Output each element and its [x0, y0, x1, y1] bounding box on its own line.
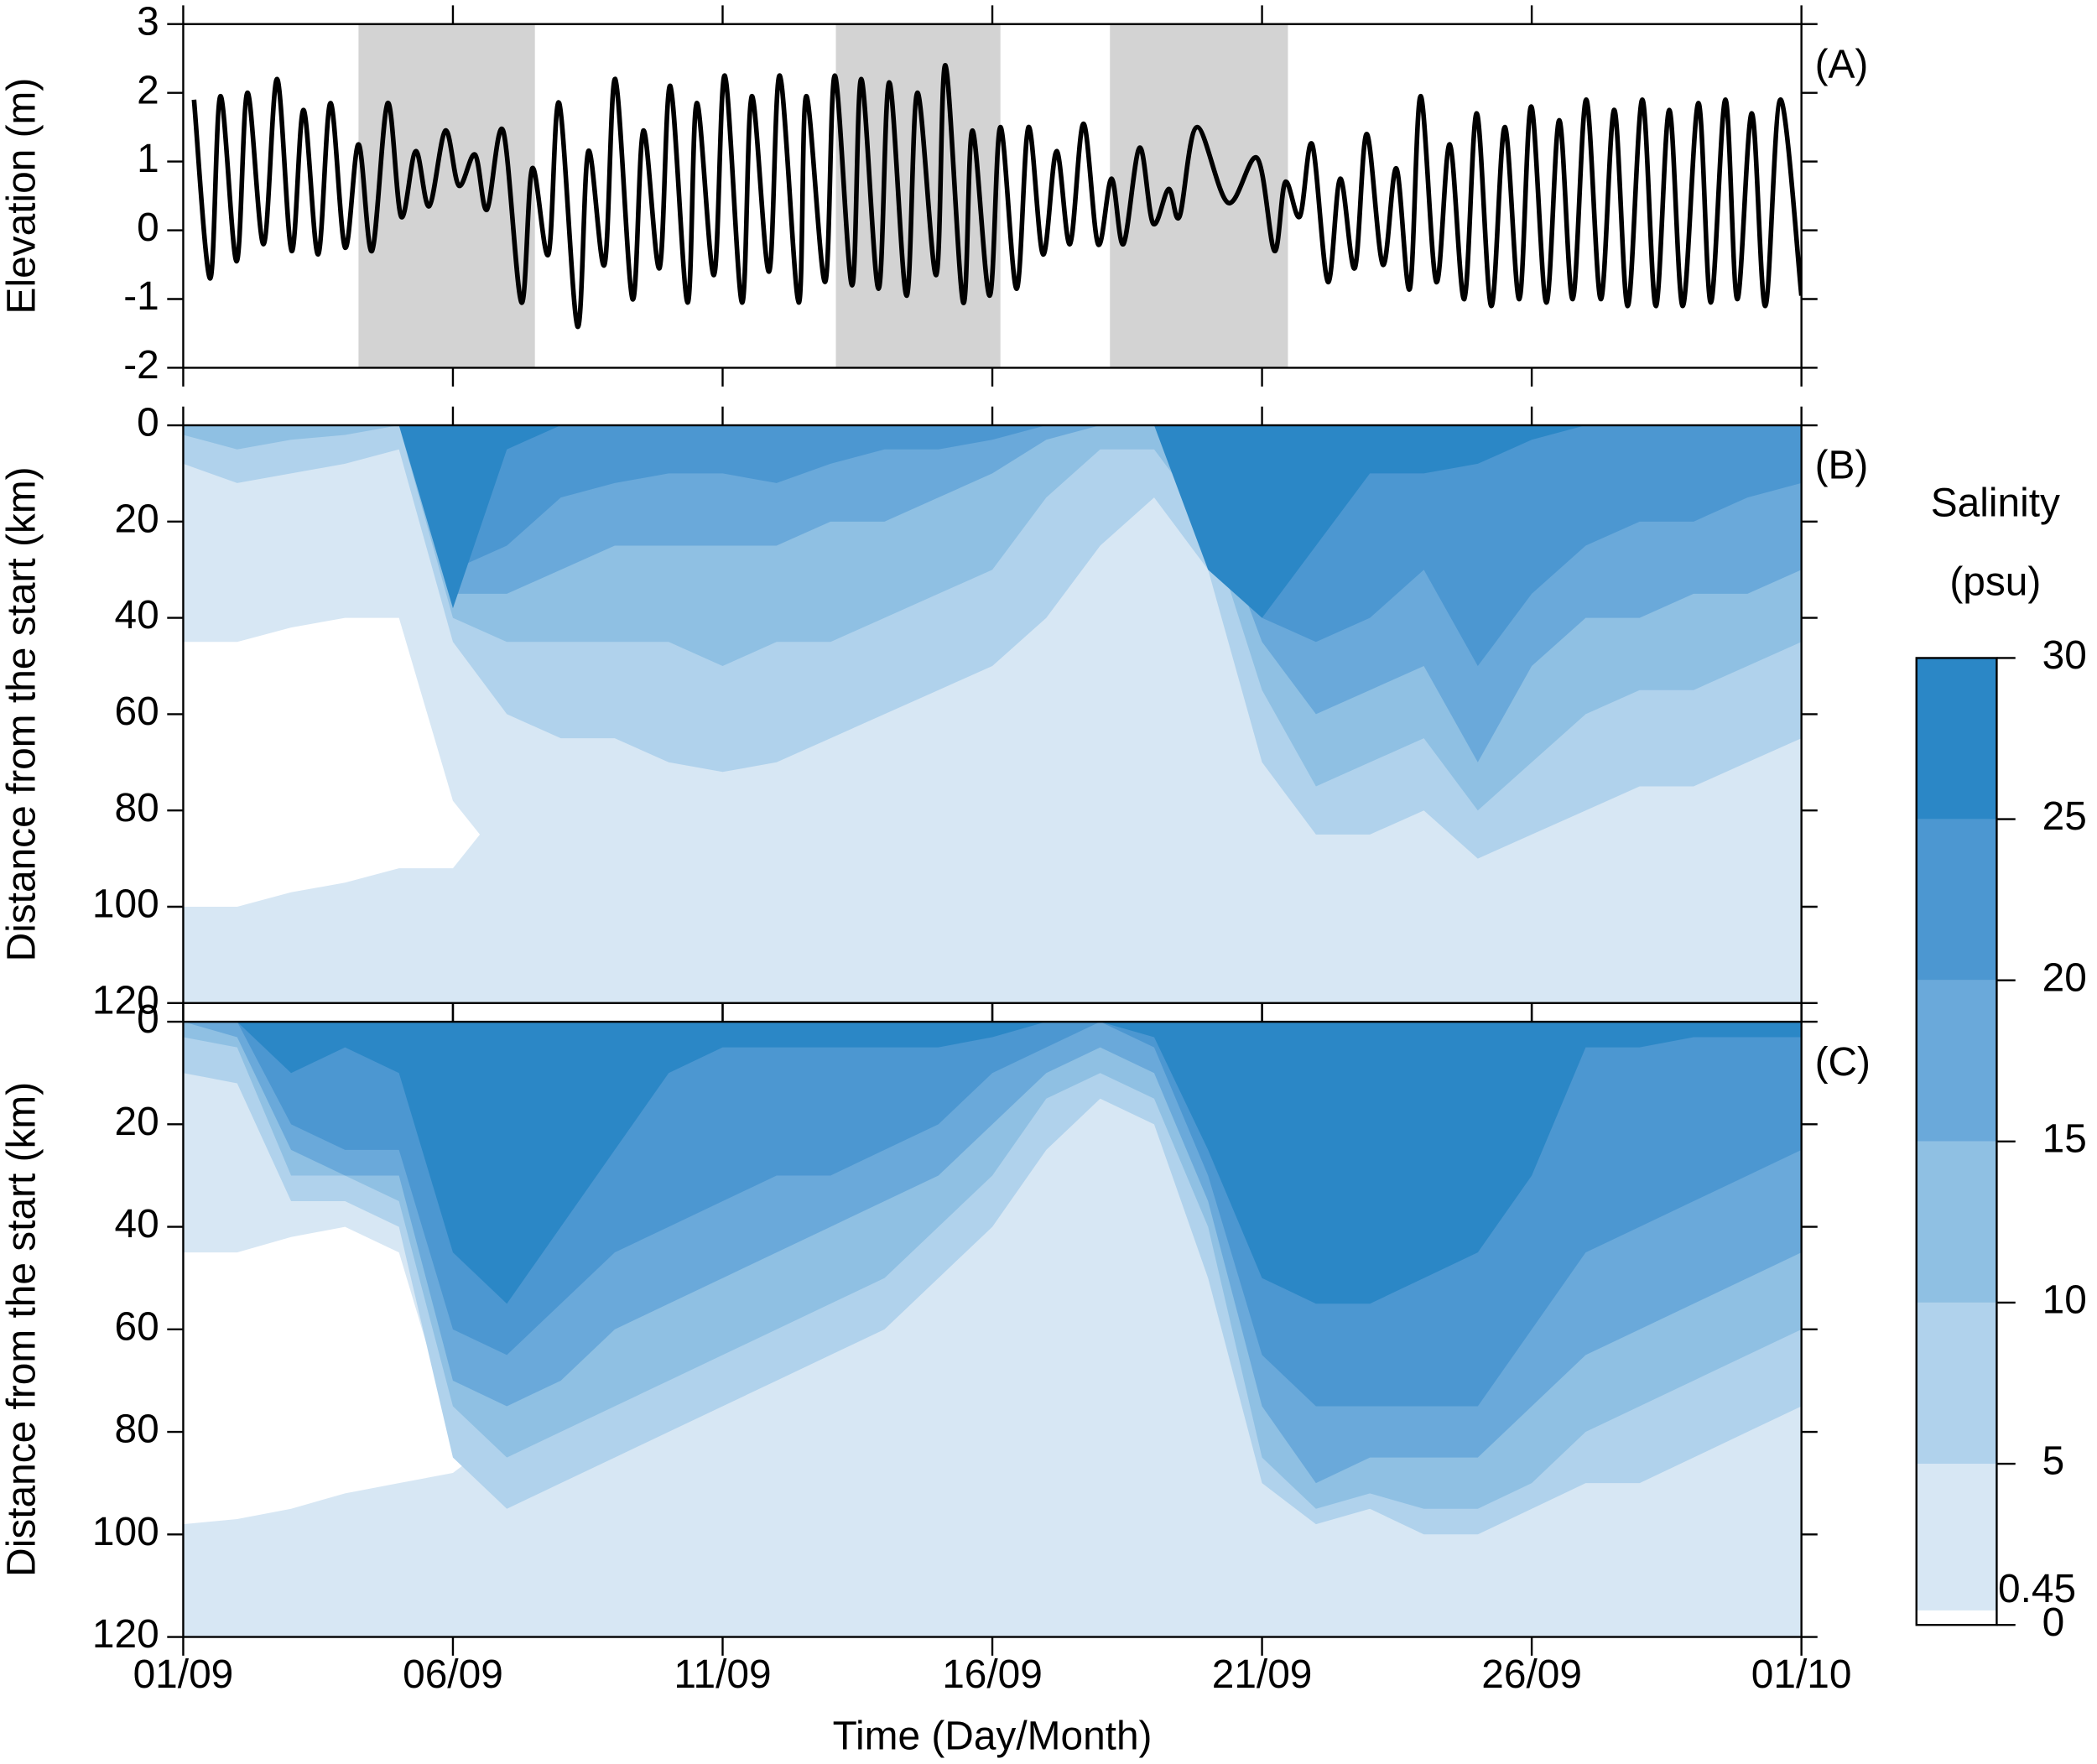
x-tick-label: 11/09	[674, 1652, 771, 1697]
y-tick-label: -1	[123, 274, 159, 319]
shaded-span	[835, 23, 1001, 368]
fresh-zone	[183, 617, 481, 907]
y-tick-label: 1	[137, 137, 159, 181]
colorbar-tick-label: 20	[2042, 955, 2087, 1000]
y-tick-label: 20	[115, 497, 159, 541]
panel-label: (A)	[1815, 42, 1869, 86]
shaded-span	[1110, 23, 1288, 368]
y-axis-label: Distance from the start (km)	[0, 466, 44, 961]
colorbar-threshold-label: 0.45	[1998, 1567, 2076, 1611]
panel-label: (C)	[1815, 1040, 1871, 1085]
y-tick-label: 80	[115, 1408, 159, 1452]
x-tick-label: 01/10	[1751, 1652, 1852, 1697]
y-tick-label: 0	[137, 206, 159, 250]
colorbar-tick-label: 15	[2042, 1116, 2087, 1161]
colorbar-band	[1916, 1610, 1997, 1626]
x-axis-label: Time (Day/Month)	[833, 1714, 1153, 1758]
x-tick-label: 16/09	[942, 1652, 1043, 1697]
y-tick-label: 40	[115, 1202, 159, 1246]
colorbar-title: (psu)	[1949, 559, 2041, 604]
salinity-band	[183, 1022, 1802, 1304]
colorbar-tick-label: 0	[2042, 1600, 2065, 1645]
colorbar-band	[1916, 1302, 1997, 1465]
salinity-band	[183, 425, 1802, 618]
colorbar-band	[1916, 1141, 1997, 1303]
y-tick-label: -2	[123, 343, 159, 388]
y-tick-label: 60	[115, 1304, 159, 1349]
y-tick-label: 2	[137, 68, 159, 112]
x-tick-label: 06/09	[403, 1652, 503, 1697]
colorbar-tick-label: 30	[2042, 633, 2087, 678]
x-tick-label: 01/09	[133, 1652, 234, 1697]
y-axis-label: Elevation (m)	[0, 78, 44, 315]
panel-label: (B)	[1815, 444, 1869, 488]
colorbar-band	[1916, 980, 1997, 1142]
colorbar-band	[1916, 1464, 1997, 1610]
elevation-line	[191, 63, 1802, 330]
x-tick-label: 26/09	[1481, 1652, 1582, 1697]
y-axis-label: Distance from the start (km)	[0, 1082, 44, 1577]
y-tick-label: 60	[115, 689, 159, 734]
salinity-band	[183, 425, 1802, 667]
colorbar-tick-label: 5	[2042, 1439, 2065, 1484]
colorbar-band	[1916, 658, 1997, 820]
plot-area	[183, 425, 1802, 1003]
colorbar-tick-label: 25	[2042, 794, 2087, 839]
fresh-zone	[183, 1226, 481, 1525]
shaded-span	[358, 23, 535, 368]
plot-area	[191, 23, 1802, 368]
y-tick-label: 100	[92, 882, 159, 927]
colorbar-band	[1916, 819, 1997, 981]
y-tick-label: 120	[92, 978, 159, 1022]
colorbar-tick-label: 10	[2042, 1278, 2087, 1323]
y-tick-label: 3	[137, 0, 159, 44]
colorbar-title: Salinity	[1931, 481, 2060, 525]
y-tick-label: 100	[92, 1510, 159, 1554]
y-tick-label: 40	[115, 593, 159, 637]
y-tick-label: 0	[137, 997, 159, 1042]
x-tick-label: 21/09	[1212, 1652, 1313, 1697]
y-tick-label: 20	[115, 1100, 159, 1144]
y-tick-label: 0	[137, 401, 159, 445]
plot-area	[183, 1022, 1802, 1637]
y-tick-label: 120	[92, 1612, 159, 1657]
y-tick-label: 80	[115, 786, 159, 830]
